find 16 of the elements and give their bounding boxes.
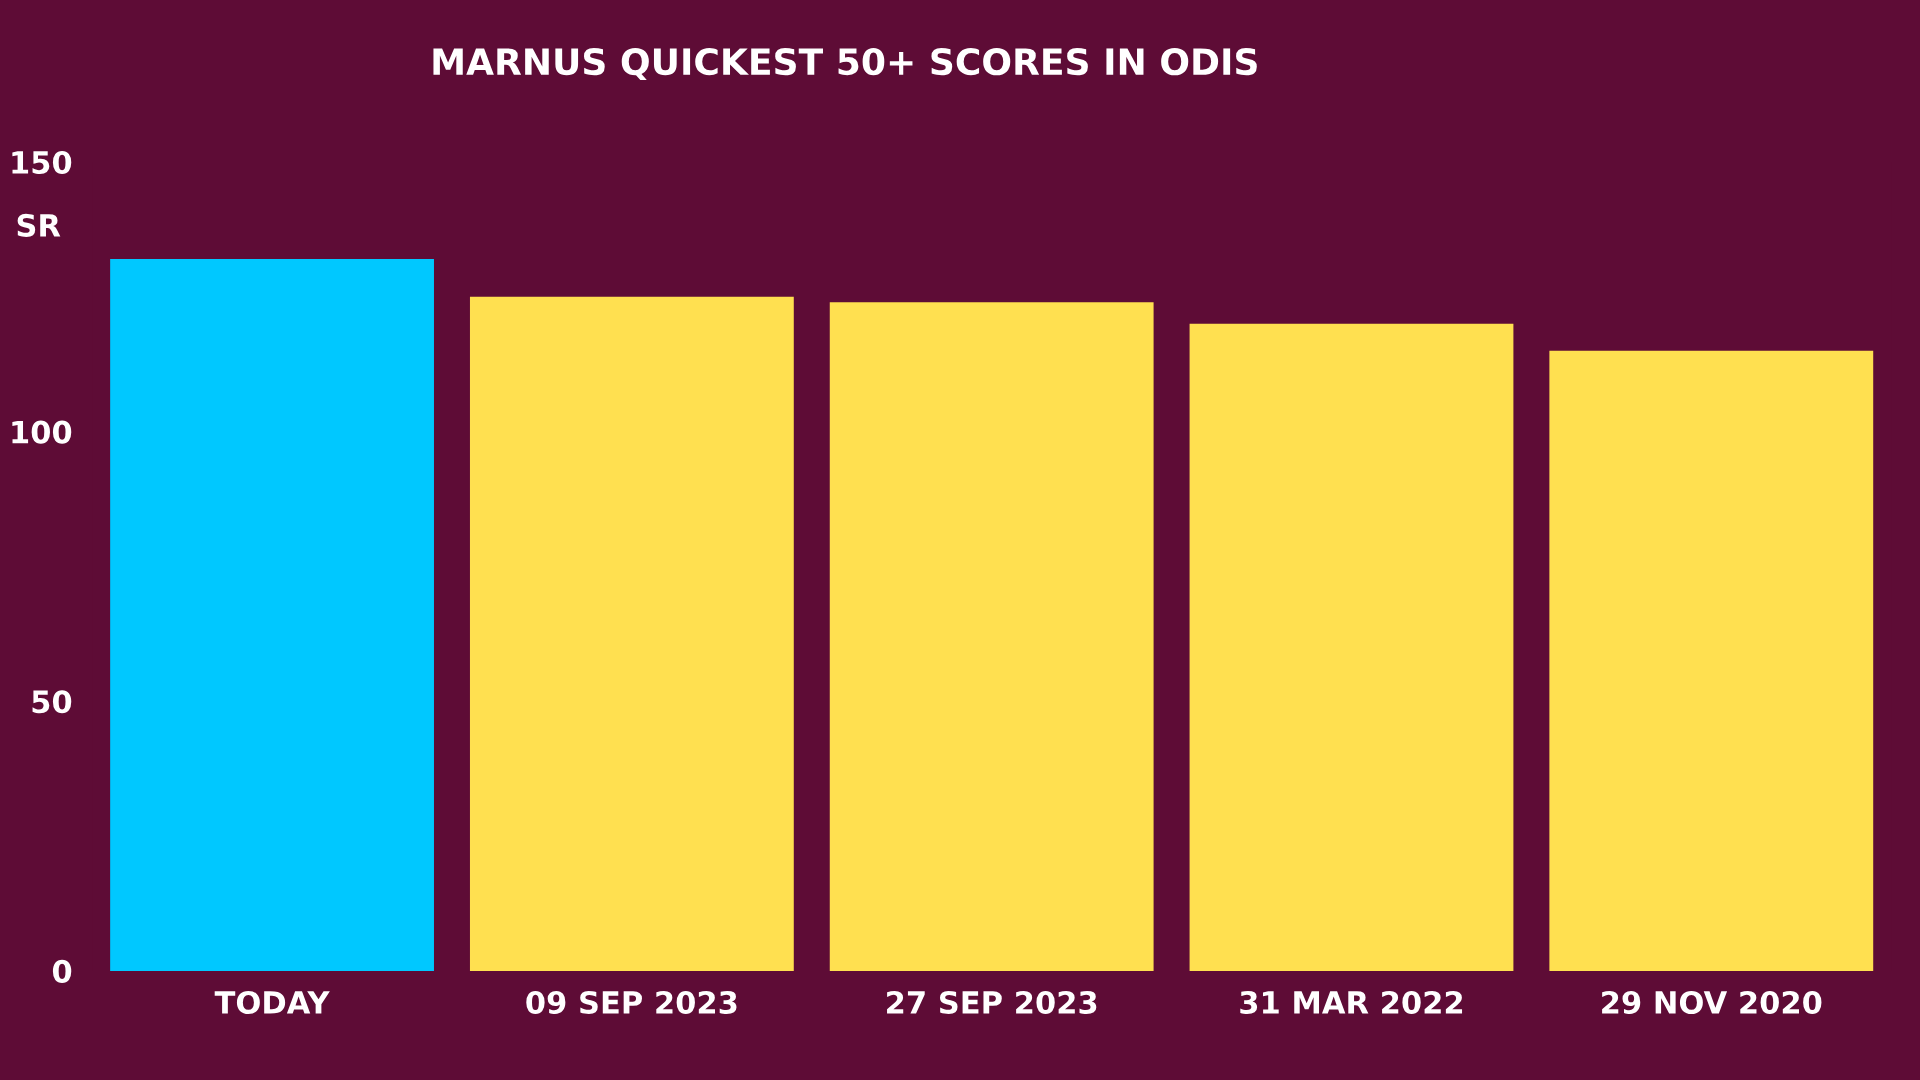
x-tick-label: TODAY — [214, 990, 330, 1015]
chart-title: MARNUS QUICKEST 50+ SCORES IN ODIS — [433, 47, 1257, 81]
bar — [1189, 323, 1514, 971]
x-tick-label: 27 SEP 2023 — [887, 990, 1097, 1015]
y-tick-label: 150 — [12, 150, 72, 175]
y-tick-label: 0 — [52, 959, 72, 983]
bar — [1549, 350, 1874, 971]
y-tick-label: 50 — [32, 690, 72, 714]
bar — [469, 296, 794, 971]
x-tick-label: 31 MAR 2022 — [1240, 990, 1463, 1015]
x-tick-label: 29 NOV 2020 — [1602, 990, 1822, 1015]
bar — [110, 259, 434, 971]
y-tick-label: 100 — [12, 420, 72, 444]
bar — [829, 302, 1154, 971]
x-tick-label: 09 SEP 2023 — [526, 990, 737, 1015]
y-axis-title: SR — [17, 213, 61, 237]
